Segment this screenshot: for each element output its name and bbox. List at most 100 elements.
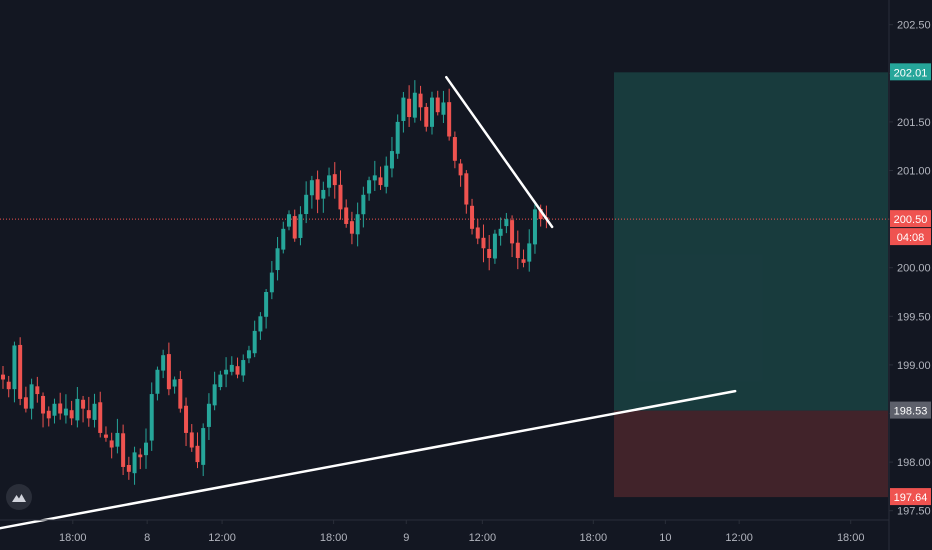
time-tick-label: 12:00: [469, 532, 497, 544]
candle: [281, 221, 286, 254]
candle: [321, 181, 326, 213]
candle: [401, 91, 406, 133]
stop-loss-badge: 197.64: [890, 488, 931, 506]
trendlines[interactable]: [0, 75, 737, 530]
candle: [155, 366, 160, 401]
candle: [63, 394, 68, 424]
svg-text:200.50: 200.50: [894, 214, 928, 226]
candle: [98, 391, 103, 438]
candle: [264, 288, 269, 329]
candle: [241, 354, 246, 382]
candle: [195, 432, 200, 469]
candle: [189, 424, 194, 452]
candle: [269, 261, 274, 300]
candle: [304, 181, 309, 224]
price-tick-label: 197.50: [897, 506, 931, 518]
current-price-badge: 200.50: [890, 210, 931, 228]
price-tick-label: 199.00: [897, 360, 931, 372]
candle: [492, 229, 497, 264]
candle: [441, 90, 446, 123]
time-tick-label: 12:00: [725, 532, 753, 544]
tradingview-logo-icon[interactable]: [6, 484, 32, 510]
candle: [1, 365, 5, 389]
candle: [224, 357, 229, 388]
candle: [344, 199, 349, 228]
candle: [412, 80, 417, 123]
price-tick-label: 200.00: [897, 263, 931, 275]
candle: [372, 160, 377, 192]
candle: [18, 337, 23, 406]
candle: [138, 448, 143, 470]
candle: [184, 397, 189, 447]
svg-text:04:08: 04:08: [897, 232, 925, 244]
time-tick-label: 12:00: [208, 532, 236, 544]
stop-loss-zone[interactable]: [614, 410, 888, 498]
position-zones: [614, 72, 888, 498]
svg-text:197.64: 197.64: [894, 492, 928, 504]
candle: [178, 370, 183, 413]
candle: [475, 218, 480, 245]
candle: [287, 210, 291, 231]
candle: [447, 88, 452, 141]
candle: [212, 371, 217, 411]
candle: [538, 204, 543, 227]
support-trendline[interactable]: [0, 389, 737, 530]
candle: [246, 345, 251, 364]
candle: [510, 215, 515, 258]
candle: [86, 396, 91, 427]
candle: [349, 211, 354, 245]
candle: [115, 418, 120, 454]
candle: [235, 357, 240, 379]
resistance-trendline[interactable]: [445, 75, 554, 229]
candle: [327, 167, 332, 197]
candle: [201, 423, 206, 477]
candle: [481, 224, 486, 263]
time-tick-label: 18:00: [580, 532, 608, 544]
candle: [395, 114, 400, 159]
take-profit-badge: 202.01: [890, 63, 931, 81]
price-tick-label: 199.50: [897, 311, 931, 323]
candle: [275, 236, 280, 281]
candle: [35, 376, 40, 403]
price-axis-ticks[interactable]: 202.50202.00201.50201.00200.50200.00199.…: [889, 20, 931, 518]
price-tick-label: 201.00: [897, 166, 931, 178]
candle: [292, 209, 297, 242]
mountain-icon: [12, 494, 26, 502]
candle: [206, 393, 211, 440]
candle: [378, 166, 383, 190]
time-tick-label: 10: [659, 532, 671, 544]
candle: [149, 382, 154, 451]
candle: [435, 90, 440, 116]
candle: [69, 400, 74, 426]
candle: [361, 186, 366, 228]
price-tick-label: 201.50: [897, 117, 931, 129]
candle: [58, 392, 63, 420]
candle: [252, 320, 257, 358]
candle: [521, 249, 526, 268]
candle: [418, 85, 423, 121]
time-tick-label: 18:00: [320, 532, 348, 544]
candle: [458, 159, 463, 187]
candle: [132, 446, 137, 485]
candle: [389, 136, 394, 178]
time-tick-label: 18:00: [59, 532, 87, 544]
candle: [527, 229, 532, 272]
svg-text:202.01: 202.01: [894, 67, 928, 79]
time-tick-label: 8: [144, 532, 150, 544]
candle: [464, 170, 469, 214]
time-axis-ticks[interactable]: 18:00 8 12:00 18:00 9 12:00 18:00 10 12:00 18:00: [59, 520, 864, 544]
candle: [41, 392, 46, 428]
candle: [424, 103, 429, 132]
candle: [504, 212, 509, 234]
candle: [92, 393, 97, 428]
candle: [430, 91, 434, 135]
take-profit-zone[interactable]: [614, 72, 888, 411]
candle: [229, 356, 234, 376]
candle: [315, 170, 320, 214]
candle: [103, 426, 108, 442]
candle: [367, 176, 372, 201]
candle: [172, 376, 177, 394]
candle: [218, 370, 223, 391]
candle: [332, 162, 337, 199]
